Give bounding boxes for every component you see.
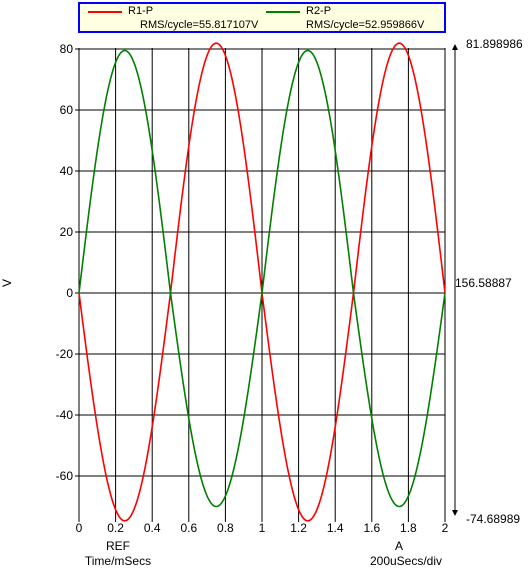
y-axis-label: V xyxy=(0,279,14,287)
legend-name-r1: R1-P xyxy=(128,5,154,17)
cursor-a-label: A xyxy=(395,539,403,553)
time-scale-label: 200uSecs/div xyxy=(370,554,442,568)
series-line-2 xyxy=(78,49,446,508)
legend-swatch-r1 xyxy=(88,11,122,13)
x-tick-label: 2 xyxy=(442,521,449,535)
x-tick-label: 1.4 xyxy=(327,521,344,535)
x-axis-label: Time/mSecs xyxy=(85,554,151,568)
legend-name-r2: R2-P xyxy=(306,5,332,17)
ref-label: REF xyxy=(106,539,130,553)
span-top-value: 81.898986 xyxy=(466,37,523,51)
y-tick-label: 60 xyxy=(60,103,74,117)
span-bottom-value: -74.68989 xyxy=(466,512,520,526)
legend: R1-P RMS/cycle=55.817107V R2-P RMS/cycle… xyxy=(78,2,446,33)
y-tick-label: -20 xyxy=(56,347,74,361)
y-tick-label: 20 xyxy=(60,225,74,239)
x-tick-label: 0.6 xyxy=(180,521,197,535)
x-tick-label: 0.8 xyxy=(217,521,234,535)
x-tick-label: 1 xyxy=(259,521,266,535)
legend-rms-r2: RMS/cycle=52.959866V xyxy=(306,19,425,31)
legend-swatch-r2 xyxy=(266,11,300,13)
span-range-value: 156.58887 xyxy=(455,276,512,290)
legend-entry-r1: R1-P RMS/cycle=55.817107V xyxy=(84,4,264,31)
span-marker-bottom-arrow xyxy=(452,510,458,516)
y-tick-label: 0 xyxy=(66,286,73,300)
x-tick-label: 0 xyxy=(76,521,83,535)
span-marker-top-arrow xyxy=(452,44,458,50)
legend-entry-r2: R2-P RMS/cycle=52.959866V xyxy=(266,4,444,31)
x-tick-label: 1.8 xyxy=(400,521,417,535)
y-tick-label: 40 xyxy=(60,164,74,178)
x-tick-label: 0.2 xyxy=(107,521,124,535)
y-tick-label: -60 xyxy=(56,469,74,483)
y-tick-label: 80 xyxy=(60,42,74,56)
y-tick-label: -40 xyxy=(56,408,74,422)
x-tick-label: 0.4 xyxy=(144,521,161,535)
legend-rms-r1: RMS/cycle=55.817107V xyxy=(140,19,259,31)
x-tick-label: 1.6 xyxy=(363,521,380,535)
x-tick-label: 1.2 xyxy=(290,521,307,535)
